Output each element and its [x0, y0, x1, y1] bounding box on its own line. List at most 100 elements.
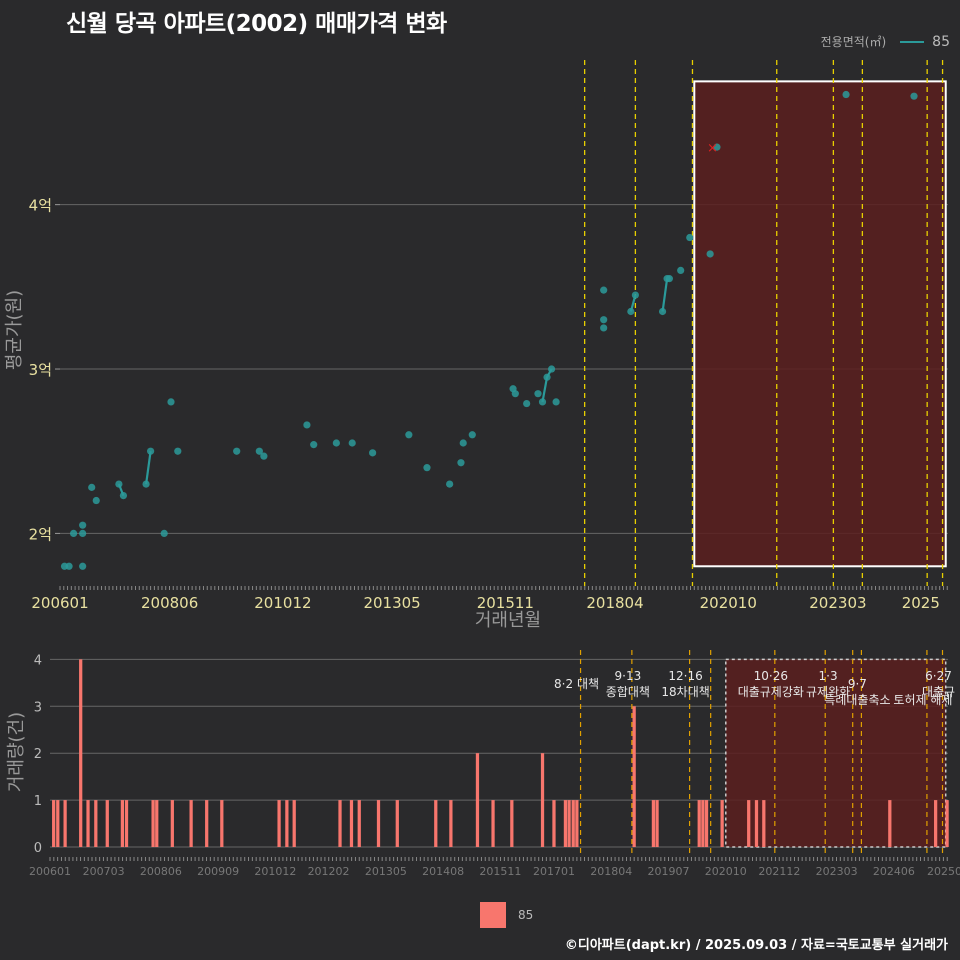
price-point: [706, 250, 714, 258]
source-footer: ©디아파트(dapt.kr) / 2025.09.03 / 자료=국토교통부 실…: [564, 938, 948, 953]
policy-annotation-label: 18차대책: [661, 684, 709, 699]
price-point: [677, 266, 685, 274]
volume-bar: [120, 800, 125, 847]
chart-title: 신월 당곡 아파트(2002) 매매가격 변화: [66, 11, 447, 37]
bar-x-tick-label: 201202: [308, 865, 350, 878]
volume-bar: [338, 800, 342, 847]
volume-bar: [632, 706, 636, 847]
legend-title: 전용면적(㎡): [820, 35, 887, 49]
bar-x-tick-label: 201305: [365, 865, 407, 878]
policy-annotation-label: 토허제 해제: [893, 693, 952, 707]
policy-annotation-date: 1·3: [819, 669, 838, 683]
volume-bar: [651, 800, 656, 847]
price-point: [543, 373, 551, 381]
price-point: [303, 421, 311, 429]
price-point: [369, 449, 377, 457]
volume-bar: [349, 800, 354, 847]
legend-bar-swatch: [480, 902, 506, 928]
volume-bar: [540, 753, 545, 847]
price-point: [534, 390, 542, 398]
price-point: [423, 464, 431, 472]
price-point: [348, 439, 356, 447]
volume-bar: [292, 800, 296, 847]
x-tick-label: 201804: [586, 594, 643, 612]
volume-bar: [357, 800, 361, 847]
volume-bar: [434, 800, 438, 847]
price-point: [511, 390, 519, 398]
bar-x-tick-label: 201408: [422, 865, 464, 878]
price-point: [468, 431, 476, 439]
price-point: [910, 92, 918, 100]
volume-bar: [105, 800, 109, 847]
bar-x-tick-label: 201511: [479, 865, 521, 878]
volume-bar: [567, 800, 571, 847]
volume-bar: [63, 800, 67, 847]
volume-bar: [510, 800, 514, 847]
volume-bar: [934, 800, 938, 847]
policy-annotation-date: 12·16: [668, 669, 702, 683]
price-point: [658, 307, 667, 316]
policy-annotation-date: 9·7: [848, 677, 867, 691]
policy-annotation-label: 8·2 대책: [554, 676, 599, 691]
bar-x-tick-label: 202509: [927, 865, 960, 878]
policy-annotation-label: 특례대출축소: [824, 693, 890, 707]
legend-top: 전용면적(㎡) 85: [821, 33, 950, 50]
price-point: [600, 324, 608, 332]
volume-bar: [762, 800, 766, 847]
price-point: [142, 480, 150, 488]
volume-bar: [151, 800, 155, 847]
bar-x-tick-label: 202406: [873, 865, 915, 878]
legend-bar-label: 85: [518, 908, 534, 922]
price-point: [686, 233, 694, 242]
price-point: [69, 529, 78, 538]
bar-y-tick-label: 2: [34, 747, 42, 762]
price-point: [538, 398, 547, 406]
y-tick-label: 3억: [29, 361, 52, 379]
policy-annotation-date: 10·26: [754, 669, 788, 683]
price-point: [233, 447, 241, 455]
price-point: [552, 398, 560, 406]
volume-bar: [701, 800, 705, 847]
price-point: [547, 365, 556, 373]
volume-bar: [697, 800, 701, 847]
price-point: [79, 529, 87, 538]
policy-annotation-label: 규제완화: [806, 685, 850, 699]
volume-bar: [491, 800, 495, 847]
x-tick-label: 200601: [31, 594, 88, 612]
volume-bar: [552, 800, 556, 847]
volume-bar: [170, 800, 174, 847]
volume-bar: [189, 800, 193, 847]
bar-y-axis-title: 거래량(건): [6, 712, 27, 792]
y-tick-label: 2억: [29, 525, 52, 543]
price-point: [255, 447, 263, 455]
bar-x-tick-label: 202112: [758, 865, 800, 878]
volume-bar: [79, 659, 83, 847]
price-point: [665, 275, 673, 283]
price-point: [446, 480, 454, 488]
price-point: [115, 480, 123, 488]
bar-x-tick-label: 200703: [83, 865, 125, 878]
volume-bar: [575, 800, 579, 847]
volume-bar: [571, 800, 575, 847]
volume-bar: [754, 800, 759, 847]
price-point: [65, 562, 73, 570]
volume-bar: [720, 800, 724, 847]
price-point: [310, 441, 318, 449]
price-point: [260, 452, 268, 460]
bar-x-tick-label: 200601: [29, 865, 71, 878]
bar-x-tick-label: 202010: [705, 865, 747, 878]
bar-y-tick-label: 4: [34, 653, 42, 668]
legend-bottom: 85: [480, 902, 533, 928]
x-tick-label: 200806: [141, 594, 198, 612]
bar-y-tick-label: 3: [34, 700, 42, 715]
volume-bar: [277, 800, 281, 847]
x-axis-title: 거래년월: [475, 610, 541, 631]
legend-line-swatch: [900, 40, 925, 43]
bar-y-tick-label: 0: [34, 841, 42, 856]
volume-bar: [86, 800, 90, 847]
volume-bar: [945, 800, 949, 847]
price-point: [631, 291, 639, 299]
bar-x-tick-label: 201907: [648, 865, 690, 878]
price-point: [147, 447, 155, 455]
price-point: [92, 496, 100, 505]
